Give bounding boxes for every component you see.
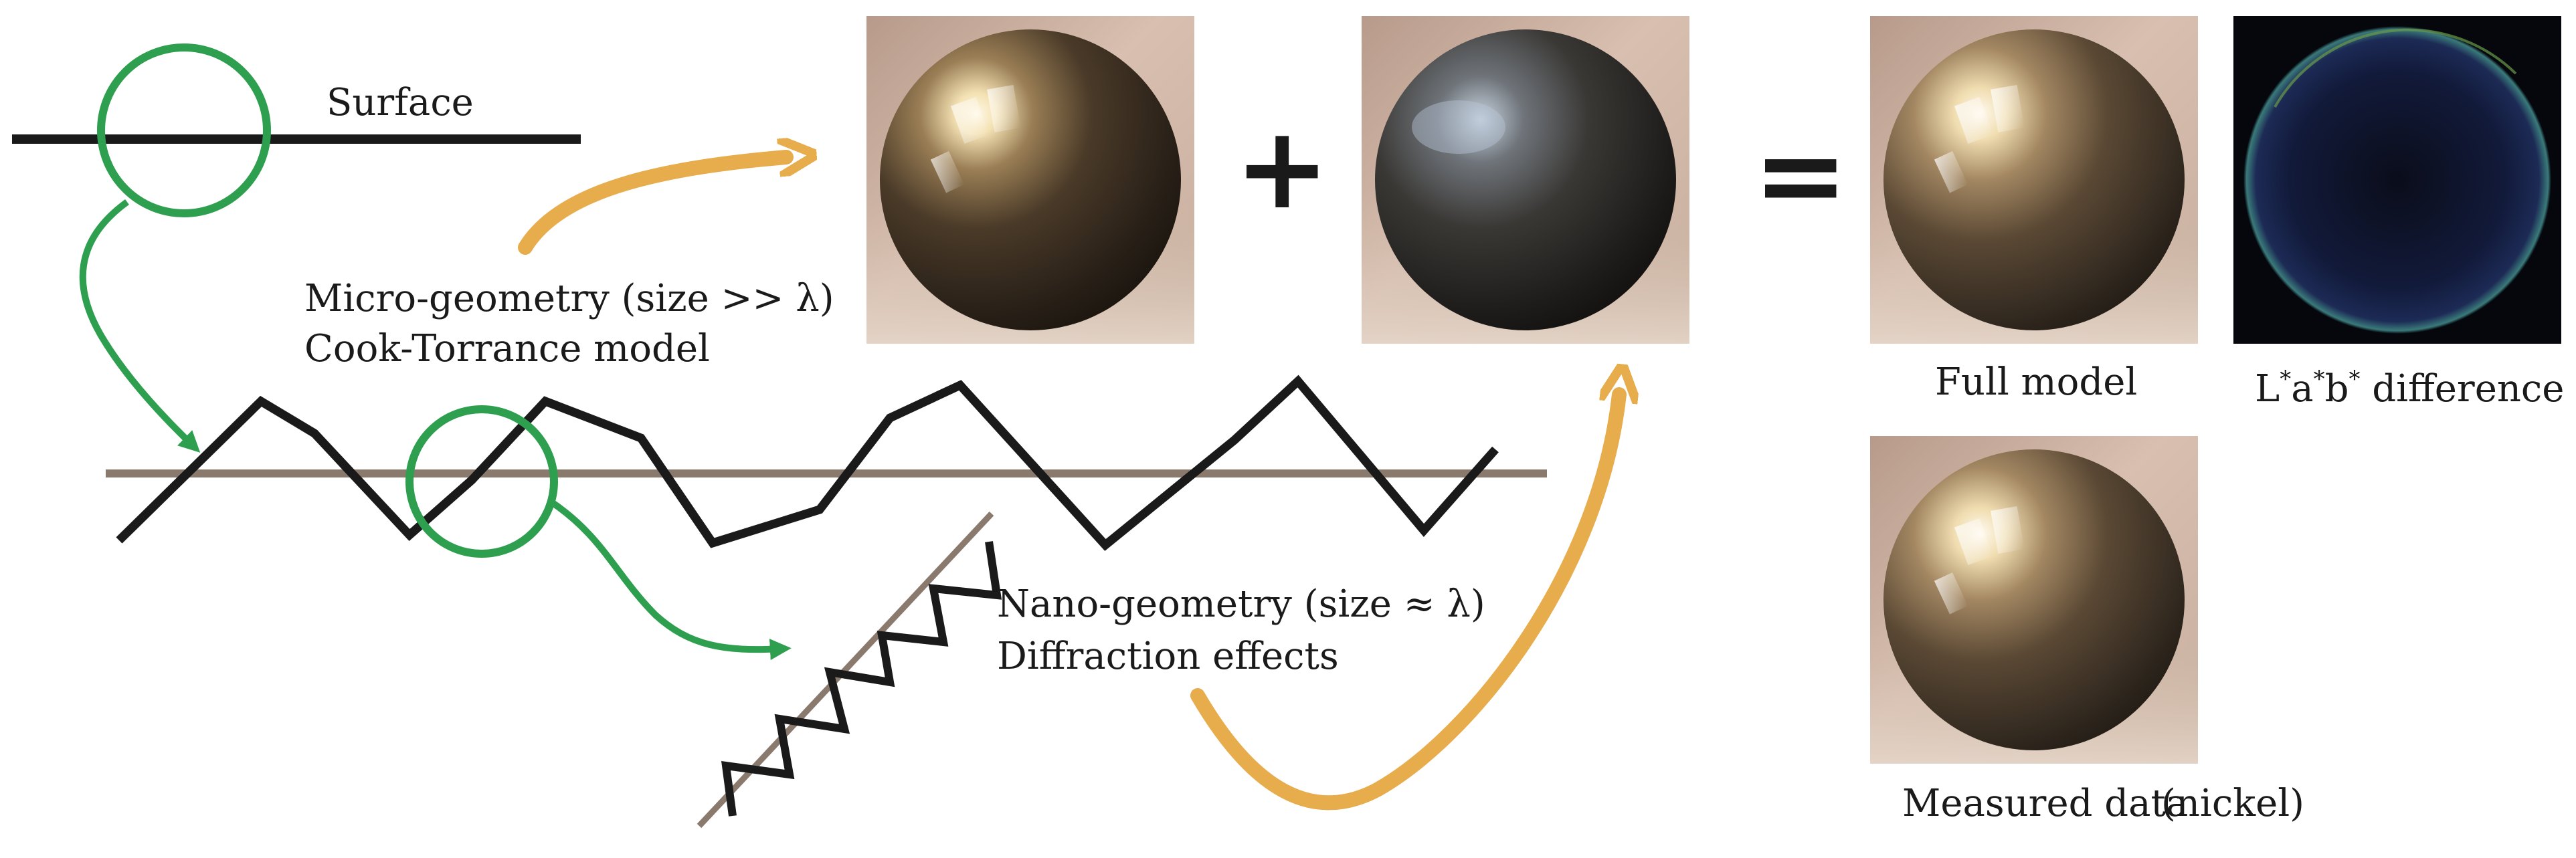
diffraction-label: Diffraction effects xyxy=(997,635,1339,678)
full-model-label: Full model xyxy=(1935,360,2137,404)
lab-difference-image xyxy=(2233,16,2561,344)
flow-arrow-cook-torrance xyxy=(518,157,786,255)
zoom-arrow-micro xyxy=(79,199,201,453)
nano-mean-line xyxy=(697,511,994,829)
full-model-sphere-image xyxy=(1870,16,2198,344)
nickel-label: (nickel) xyxy=(2161,782,2304,825)
nano-geometry-profile xyxy=(721,541,1002,817)
cook-torrance-label: Cook-Torrance model xyxy=(304,327,710,370)
cook-torrance-sphere-image xyxy=(866,16,1194,344)
lab-difference-label: L*a*b* difference xyxy=(2255,366,2564,411)
zoom-arrow-nano xyxy=(547,497,792,661)
nano-geometry-label: Nano-geometry (size ≈ λ) xyxy=(997,582,1485,626)
micro-geometry-profile xyxy=(116,374,1499,551)
diffraction-sphere-image xyxy=(1362,16,1689,344)
equals-sign: = xyxy=(1753,109,1848,241)
measured-nickel-sphere-image xyxy=(1870,436,2198,764)
zoom-circle-surface xyxy=(97,43,271,217)
measured-data-label: Measured data xyxy=(1902,782,2188,825)
plus-sign: + xyxy=(1234,102,1329,235)
micro-geometry-label: Micro-geometry (size >> λ) xyxy=(304,277,834,320)
surface-label: Surface xyxy=(327,81,474,124)
flow-arrow-diffraction xyxy=(1190,395,1619,811)
zoom-circle-micro xyxy=(405,405,558,558)
